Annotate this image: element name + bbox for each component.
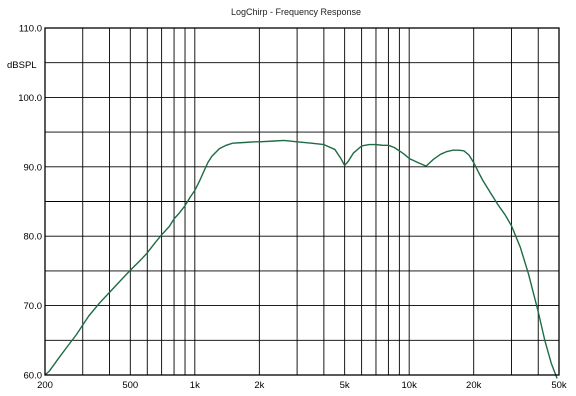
y-tick-label: 70.0: [24, 301, 43, 312]
x-tick-label: 200: [37, 380, 53, 391]
response-curve: [44, 139, 558, 379]
grid: [44, 27, 560, 376]
x-tick-label: 20k: [466, 380, 482, 391]
y-tick-label: 110.0: [19, 24, 42, 35]
x-tick-label: 5k: [340, 380, 350, 391]
chart-title: LogChirp - Frequency Response: [231, 7, 361, 17]
x-tick-label: 2k: [254, 380, 264, 391]
x-tick-label: 50k: [551, 380, 567, 391]
plot-frame: [44, 27, 560, 376]
x-tick-label: 1k: [190, 380, 200, 391]
x-tick-labels: 200 500 1k 2k 5k 10k 20k 50k: [37, 380, 567, 391]
series-group: [44, 139, 558, 379]
y-tick-label: 60.0: [24, 371, 43, 382]
x-tick-label: 500: [122, 380, 138, 391]
y-tick-label: 90.0: [24, 162, 43, 173]
y-tick-label: 100.0: [18, 93, 42, 104]
y-axis-label: dBSPL: [7, 60, 37, 71]
y-tick-label: 80.0: [24, 232, 43, 243]
x-tick-label: 10k: [402, 380, 418, 391]
y-tick-labels: 60.0 70.0 80.0 90.0 100.0 110.0: [18, 24, 42, 382]
